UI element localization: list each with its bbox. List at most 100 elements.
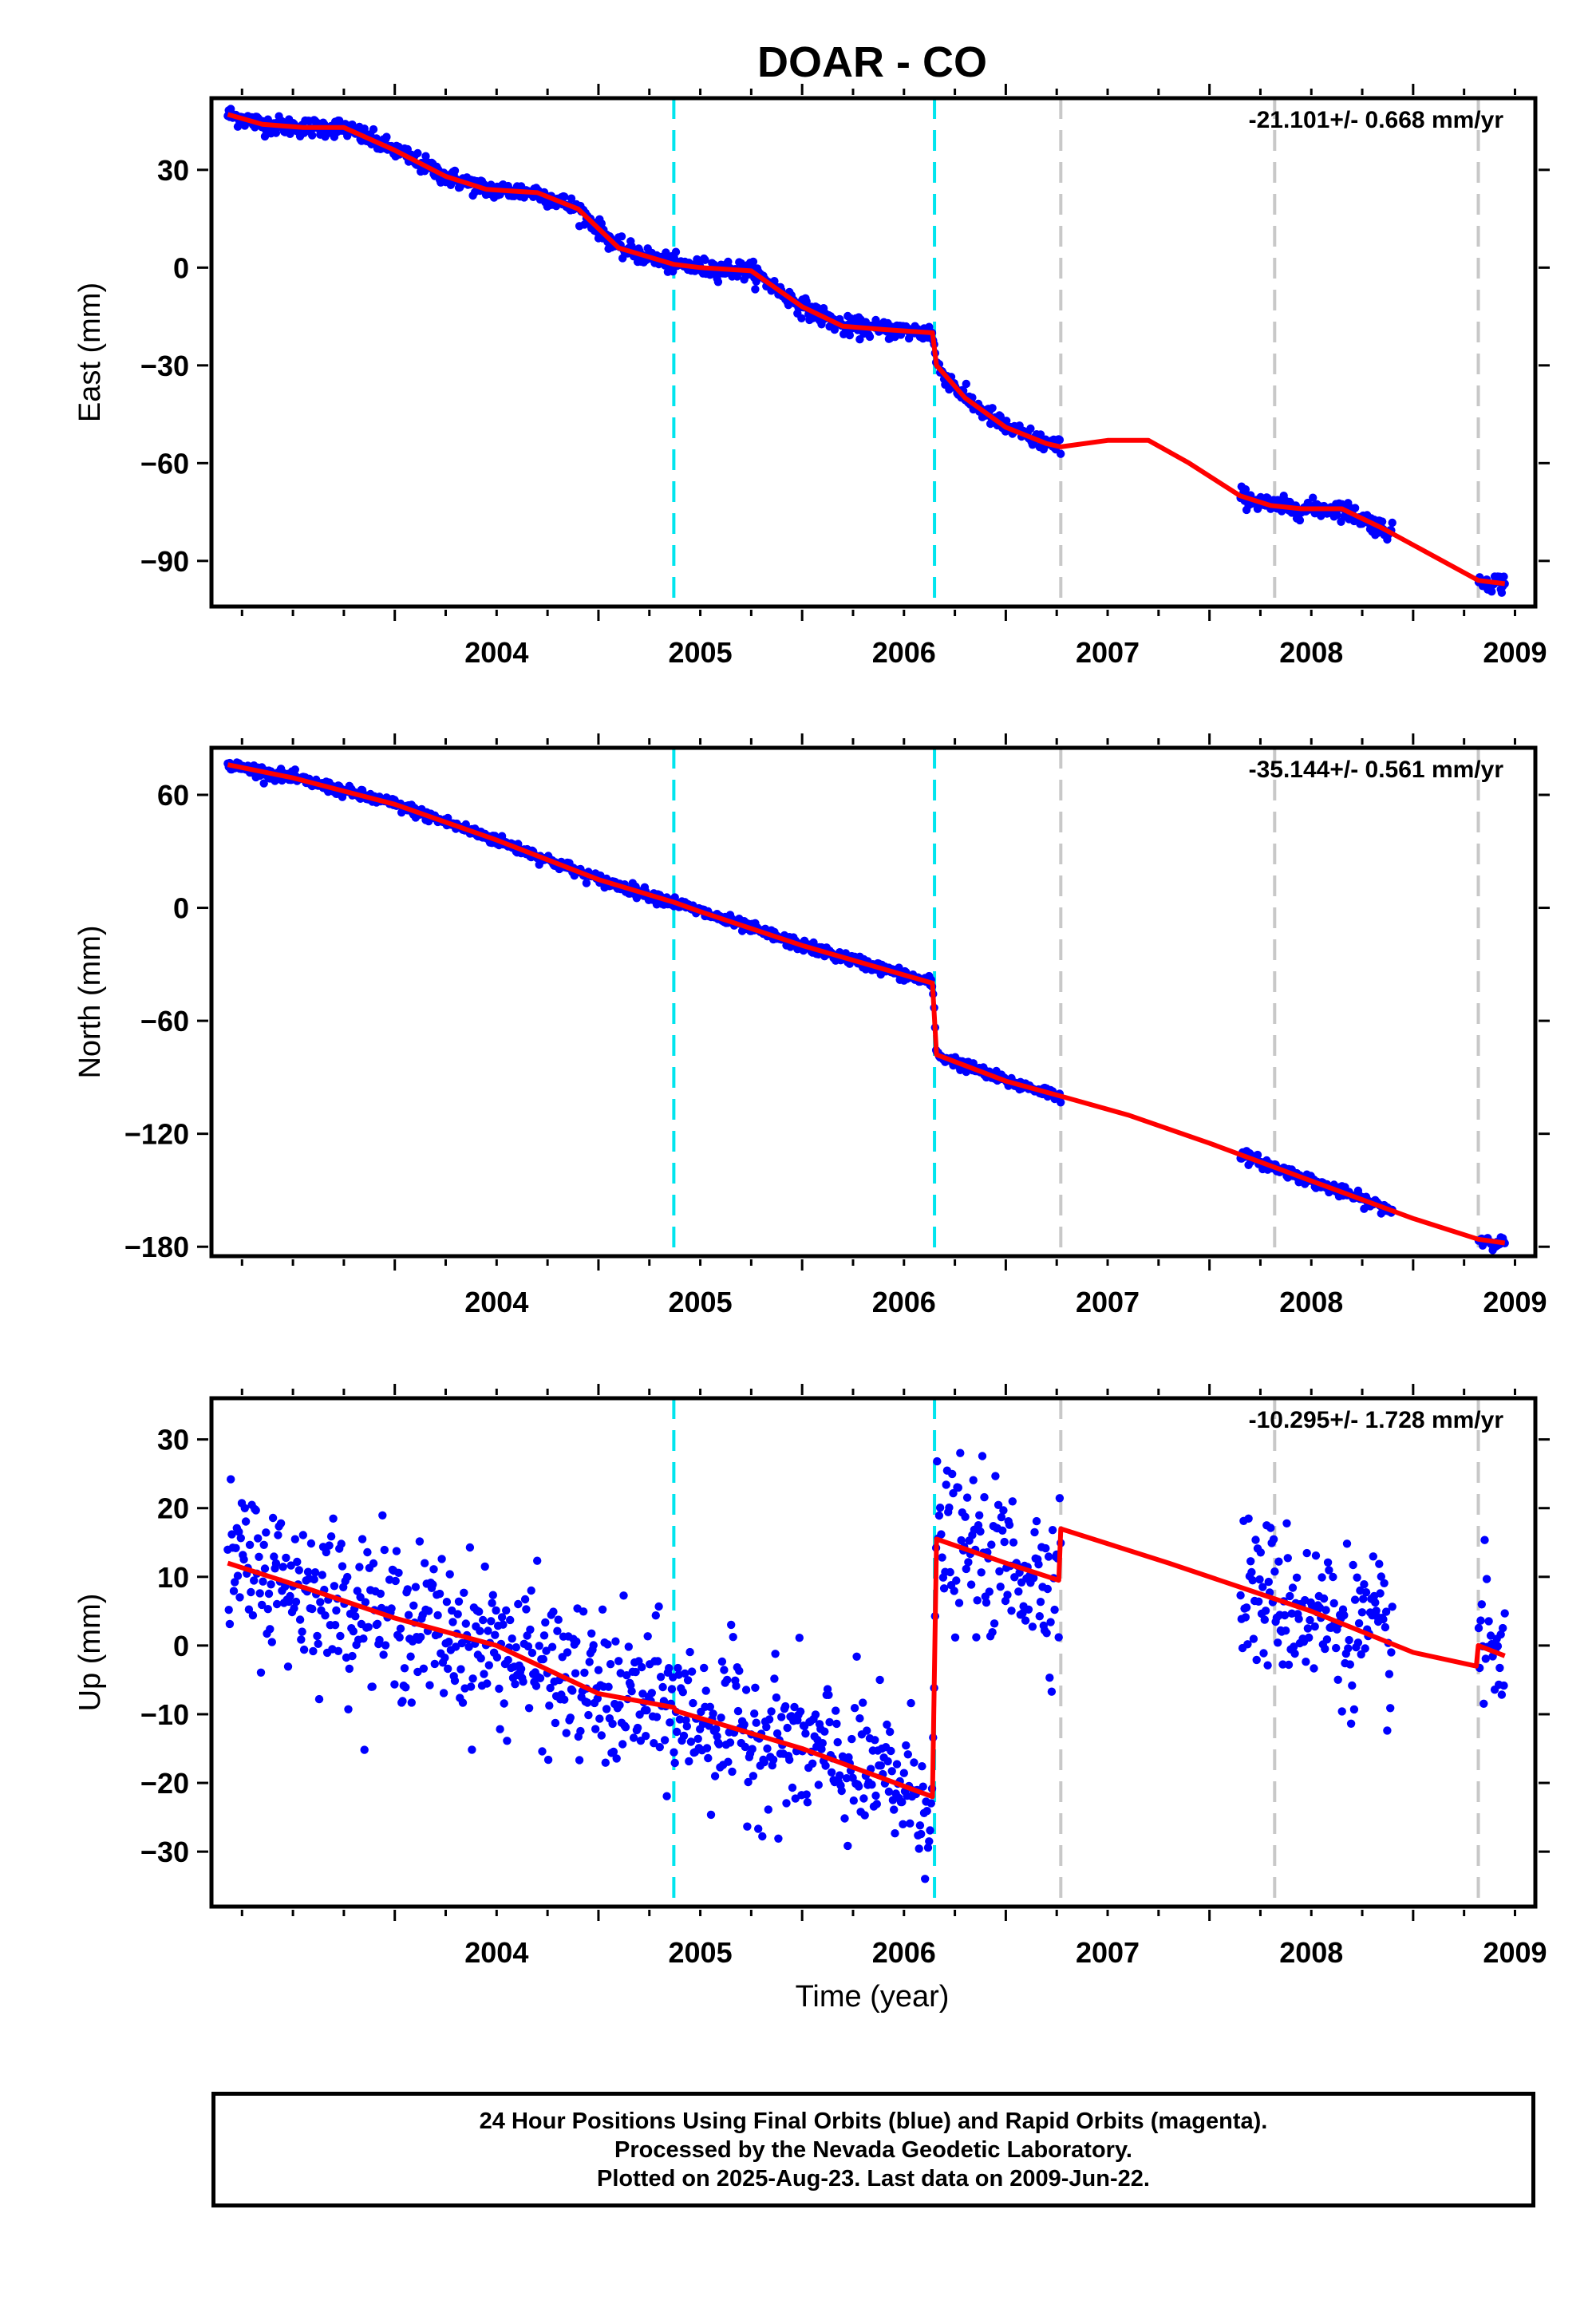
observation-point (1256, 1548, 1266, 1557)
observation-point (785, 1755, 794, 1765)
observation-point (1333, 1675, 1342, 1684)
observation-point (227, 1475, 235, 1484)
observation-point (1310, 1622, 1319, 1631)
observation-point (732, 1682, 741, 1690)
observation-point (748, 1745, 757, 1753)
observation-point (442, 1598, 452, 1607)
observation-point (764, 1805, 772, 1814)
observation-point (298, 1531, 307, 1539)
observation-point (847, 1734, 856, 1744)
observation-point (583, 1698, 592, 1707)
observation-point (1350, 1595, 1360, 1604)
observation-point (514, 1599, 523, 1609)
observation-point (875, 1675, 884, 1685)
observation-point (950, 1587, 958, 1595)
observation-point (598, 1605, 607, 1614)
observation-point (618, 1740, 627, 1749)
observation-point (1303, 1624, 1313, 1633)
observation-point (1048, 1526, 1057, 1535)
observation-point (674, 1663, 682, 1673)
observation-point (611, 1637, 620, 1646)
observation-point (884, 1787, 894, 1796)
observation-point (1340, 1611, 1349, 1620)
observation-point (1247, 1567, 1256, 1577)
observation-point (535, 1642, 543, 1650)
observation-point (934, 1511, 944, 1520)
observation-point (224, 1606, 233, 1614)
observation-point (988, 1628, 997, 1637)
x-tick-label: 2004 (464, 1286, 528, 1318)
observation-point (1054, 1633, 1063, 1642)
observation-point (587, 1629, 596, 1638)
observation-point (859, 1794, 868, 1803)
observation-point (553, 1626, 562, 1635)
observation-point (754, 1824, 763, 1833)
x-tick-label: 2007 (1076, 1286, 1140, 1318)
processing-info-line-2: Processed by the Nevada Geodetic Laborat… (614, 2136, 1132, 2163)
observation-point (452, 1642, 460, 1651)
observation-point (859, 1698, 867, 1707)
observation-point (1057, 449, 1065, 458)
observation-point (239, 1555, 248, 1564)
observation-point (1266, 1524, 1275, 1532)
observation-point (1477, 1600, 1487, 1609)
observation-point (250, 1576, 259, 1585)
observation-point (977, 1568, 986, 1577)
observation-point (503, 1737, 512, 1745)
observation-point (871, 1736, 879, 1745)
observation-point (376, 1589, 385, 1599)
observation-point (1322, 1635, 1332, 1644)
observation-point (1029, 1574, 1038, 1583)
observation-point (1047, 1687, 1057, 1696)
observation-point (313, 1631, 322, 1641)
observation-point (1009, 1538, 1018, 1547)
observation-point (294, 1566, 303, 1575)
observation-point (1321, 1606, 1330, 1614)
velocity-label: -10.295+/- 1.728 mm/yr (1249, 1407, 1504, 1433)
observation-point (827, 1768, 836, 1777)
observation-point (400, 1664, 409, 1673)
panel-up: 2004 2005 2006 2007 2008 2009 30 20 10 0 −10 −20 −30… (73, 1384, 1550, 1969)
observation-point (329, 1514, 338, 1524)
processing-info-line-1: 24 Hour Positions Using Final Orbits (bl… (479, 2108, 1268, 2134)
observation-point (946, 1567, 954, 1577)
observation-point (1360, 1580, 1369, 1589)
observation-point (560, 1695, 569, 1704)
observation-point (642, 1705, 651, 1715)
observation-point (1479, 1699, 1488, 1708)
observation-point (456, 1665, 465, 1674)
observation-point (251, 1506, 260, 1515)
observation-point (398, 1697, 407, 1705)
observation-point (479, 1615, 488, 1625)
observation-point (795, 1634, 804, 1642)
observation-point (1254, 1597, 1263, 1607)
observation-point (568, 1686, 577, 1695)
observation-point (1302, 1548, 1311, 1558)
observation-point (700, 1663, 709, 1673)
observation-point (1046, 1618, 1055, 1626)
observation-point (660, 1736, 670, 1745)
observation-point (231, 1578, 239, 1587)
observation-point (225, 1619, 235, 1629)
observation-point (351, 1612, 360, 1621)
observation-point (724, 1757, 733, 1766)
observation-point (585, 1658, 594, 1666)
x-axis-label: Time (year) (796, 1980, 950, 2014)
observation-point (1484, 1617, 1493, 1626)
observation-point (496, 1725, 504, 1733)
observation-point (375, 1635, 384, 1645)
observation-point (949, 1488, 958, 1498)
observation-point (768, 1755, 778, 1765)
observation-point (1376, 1589, 1385, 1598)
observation-point (918, 1782, 927, 1791)
observation-point (985, 1587, 994, 1596)
y-tick-label: 20 (157, 1492, 189, 1525)
observation-point (772, 1693, 781, 1702)
observation-point (725, 1738, 735, 1747)
observation-point (1353, 1638, 1363, 1647)
observation-point (321, 1611, 330, 1620)
observation-point (808, 1759, 817, 1768)
observation-point (1008, 1497, 1017, 1506)
observation-point (713, 1732, 721, 1741)
plot-frame (209, 745, 1538, 1259)
